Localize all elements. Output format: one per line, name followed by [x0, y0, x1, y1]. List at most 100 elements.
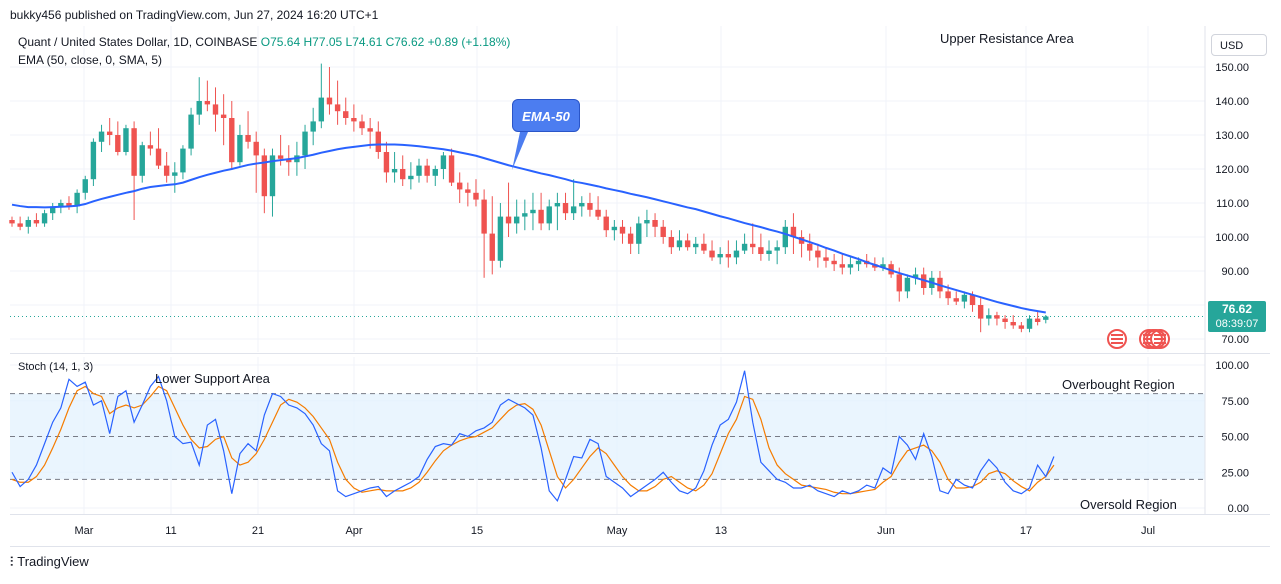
candle-body	[220, 114, 227, 118]
oversold-label: Oversold Region	[1080, 497, 1177, 512]
time-tick-label: 15	[471, 525, 483, 537]
candle-body	[131, 128, 137, 176]
axes	[10, 26, 1270, 547]
candle-body	[424, 165, 430, 176]
candle-body	[416, 165, 422, 176]
candle-body	[106, 131, 113, 135]
time-tick-label: May	[607, 525, 628, 537]
candle-body	[74, 192, 80, 207]
candle-body	[505, 216, 512, 224]
candle-body	[261, 155, 268, 197]
candle-body	[904, 277, 911, 292]
candle-body	[196, 101, 202, 115]
candle-body	[432, 169, 438, 176]
ema-indicator-label[interactable]: EMA (50, close, 0, SMA, 5)	[18, 53, 163, 67]
candle-body	[839, 264, 845, 268]
candle-body	[961, 294, 968, 302]
candle-body	[807, 243, 813, 251]
candle-body	[579, 203, 585, 207]
candle-body	[815, 250, 821, 258]
candle-body	[986, 315, 992, 319]
candle-body	[253, 141, 259, 156]
time-tick-label: 21	[252, 525, 264, 537]
ohlc-close: C76.62	[385, 35, 425, 49]
candle-body	[245, 135, 251, 142]
candle-body	[391, 169, 398, 173]
candle-body	[733, 250, 740, 258]
us-flag-icon	[1146, 329, 1166, 349]
stoch-tick-label: 25.00	[1221, 467, 1249, 479]
price-tick-label: 150.00	[1215, 62, 1249, 74]
candle-body	[725, 254, 732, 258]
last-price-tag: 76.62 08:39:07	[1208, 301, 1266, 332]
candle-body	[994, 315, 1000, 319]
candle-body	[562, 203, 569, 214]
candle-body	[1018, 325, 1025, 329]
candle-body	[172, 172, 178, 176]
publisher-credit: bukky456 published on TradingView.com, J…	[10, 8, 379, 22]
candle-body	[896, 274, 902, 292]
stoch-indicator-label[interactable]: Stoch (14, 1, 3)	[18, 361, 94, 373]
candle-body	[212, 104, 219, 115]
candle-body	[277, 155, 284, 159]
price-tick-label: 130.00	[1215, 130, 1249, 142]
candle-body	[627, 233, 634, 244]
candle-body	[98, 131, 105, 142]
candle-body	[163, 165, 170, 176]
candle-body	[1043, 316, 1049, 320]
candle-body	[709, 250, 715, 258]
candle-body	[82, 179, 88, 193]
candle-body	[375, 131, 381, 152]
tradingview-logo[interactable]: ⫶ TradingView	[10, 554, 89, 570]
candle-body	[318, 97, 325, 122]
stoch-tick-label: 0.00	[1228, 503, 1249, 515]
ohlc-low: L74.61	[345, 35, 383, 49]
candle-body	[25, 220, 31, 227]
stoch-lines-group	[11, 370, 1055, 503]
candle-body	[188, 114, 194, 149]
candle-body	[448, 155, 455, 183]
candle-body	[147, 145, 154, 149]
candle-body	[326, 97, 333, 105]
candle-body	[530, 209, 536, 214]
candle-body	[595, 209, 601, 217]
ema-line-group	[11, 132, 1046, 314]
price-tick-label: 100.00	[1215, 232, 1249, 244]
candle-body	[139, 145, 145, 176]
ohlc-change: +0.89 (+1.18%)	[427, 35, 511, 49]
price-tick-label: 70.00	[1221, 334, 1249, 346]
time-tick-label: Jun	[877, 525, 895, 537]
bar-countdown: 08:39:07	[1215, 318, 1259, 330]
candle-body	[286, 158, 292, 163]
candle-body	[310, 121, 316, 132]
overbought-label: Overbought Region	[1062, 377, 1175, 392]
candle-body	[603, 216, 609, 231]
candle-body	[473, 192, 479, 200]
candle-body	[977, 305, 984, 319]
us-flag-stripe	[1154, 338, 1166, 340]
time-tick-label: Apr	[345, 525, 362, 537]
candle-body	[334, 104, 341, 112]
candle-body	[782, 226, 788, 248]
candle-body	[693, 243, 699, 248]
lower-support-label: Lower Support Area	[155, 371, 270, 386]
brand-name: TradingView	[17, 554, 89, 569]
symbol-name[interactable]: Quant / United States Dollar, 1D, COINBA…	[18, 35, 258, 49]
candle-body	[953, 298, 959, 302]
price-tick-label: 110.00	[1216, 198, 1249, 210]
candle-body	[1002, 318, 1008, 322]
candle-body	[676, 240, 683, 248]
candle-body	[831, 260, 837, 265]
candle-body	[1034, 318, 1041, 322]
ema-callout: EMA-50	[512, 99, 580, 132]
candle-body	[1010, 322, 1016, 326]
price-tick-label: 90.00	[1221, 266, 1249, 278]
candle-body	[766, 250, 772, 254]
candle-body	[945, 291, 951, 299]
currency-button[interactable]: USD	[1211, 34, 1267, 56]
candle-body	[17, 223, 23, 227]
stoch-tick-label: 100.00	[1215, 360, 1249, 372]
time-tick-label: Mar	[75, 525, 94, 537]
